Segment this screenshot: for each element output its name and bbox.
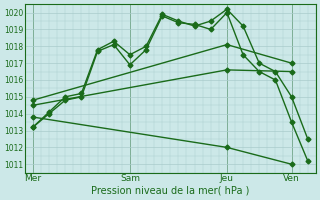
X-axis label: Pression niveau de la mer( hPa ): Pression niveau de la mer( hPa ) [91,186,250,196]
